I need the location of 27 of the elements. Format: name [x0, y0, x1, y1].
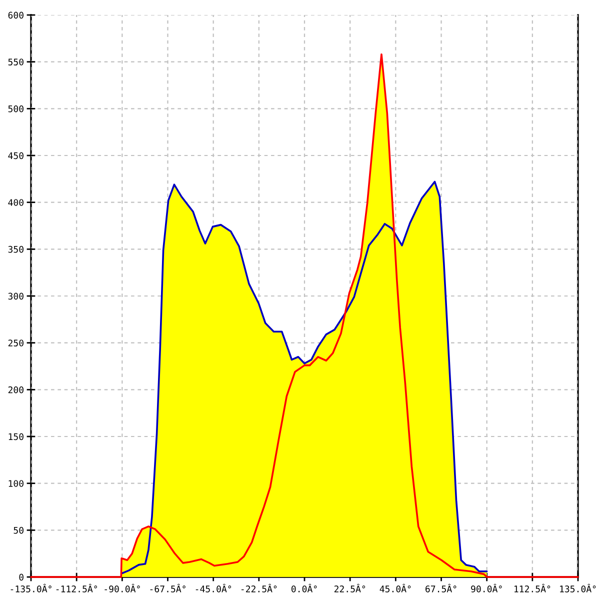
y-tick-label: 200: [8, 386, 24, 394]
x-tick-label: -135.0Â°: [10, 584, 52, 592]
y-tick-label: 450: [8, 152, 24, 160]
x-tick-label: -45.0Â°: [196, 584, 232, 592]
x-tick-label: -90.0Â°: [104, 584, 140, 592]
y-tick-label: 50: [14, 526, 24, 534]
y-tick-label: 600: [8, 12, 24, 19]
x-tick-label: 45.0Â°: [380, 584, 411, 592]
y-tick-label: 500: [8, 105, 24, 112]
x-tick-label: 135.0Â°: [560, 584, 596, 592]
x-tick-label: 67.5Â°: [426, 584, 456, 592]
x-tick-label: 112.5Â°: [514, 584, 550, 592]
y-tick-label: 550: [8, 58, 24, 66]
y-tick-label: 350: [8, 246, 24, 253]
line-series: [121, 180, 488, 574]
y-tick-label: 300: [8, 292, 24, 300]
x-tick-label: -112.5Â°: [56, 584, 98, 592]
y-tick-label: 0: [19, 574, 24, 581]
y-tick-label: 400: [8, 199, 24, 206]
x-tick-label: -22.5Â°: [241, 584, 277, 592]
x-tick-label: 0.0Â°: [292, 584, 317, 592]
y-tick-label: 100: [8, 480, 24, 487]
y-tick-label: 250: [8, 340, 24, 346]
x-tick-label: -67.5Â°: [150, 584, 186, 592]
y-tick-label: 150: [8, 433, 24, 440]
x-tick-label: 90.0Â°: [471, 584, 502, 592]
x-tick-label: 22.5Â°: [334, 584, 366, 592]
